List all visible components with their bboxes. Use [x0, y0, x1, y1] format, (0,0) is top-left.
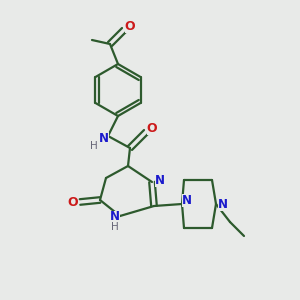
Text: H: H — [90, 141, 98, 151]
Text: N: N — [99, 131, 109, 145]
Text: N: N — [182, 194, 192, 206]
Text: N: N — [218, 197, 228, 211]
Text: O: O — [147, 122, 157, 134]
Text: H: H — [111, 222, 119, 232]
Text: N: N — [155, 173, 165, 187]
Text: O: O — [125, 20, 135, 32]
Text: O: O — [68, 196, 78, 208]
Text: N: N — [110, 211, 120, 224]
